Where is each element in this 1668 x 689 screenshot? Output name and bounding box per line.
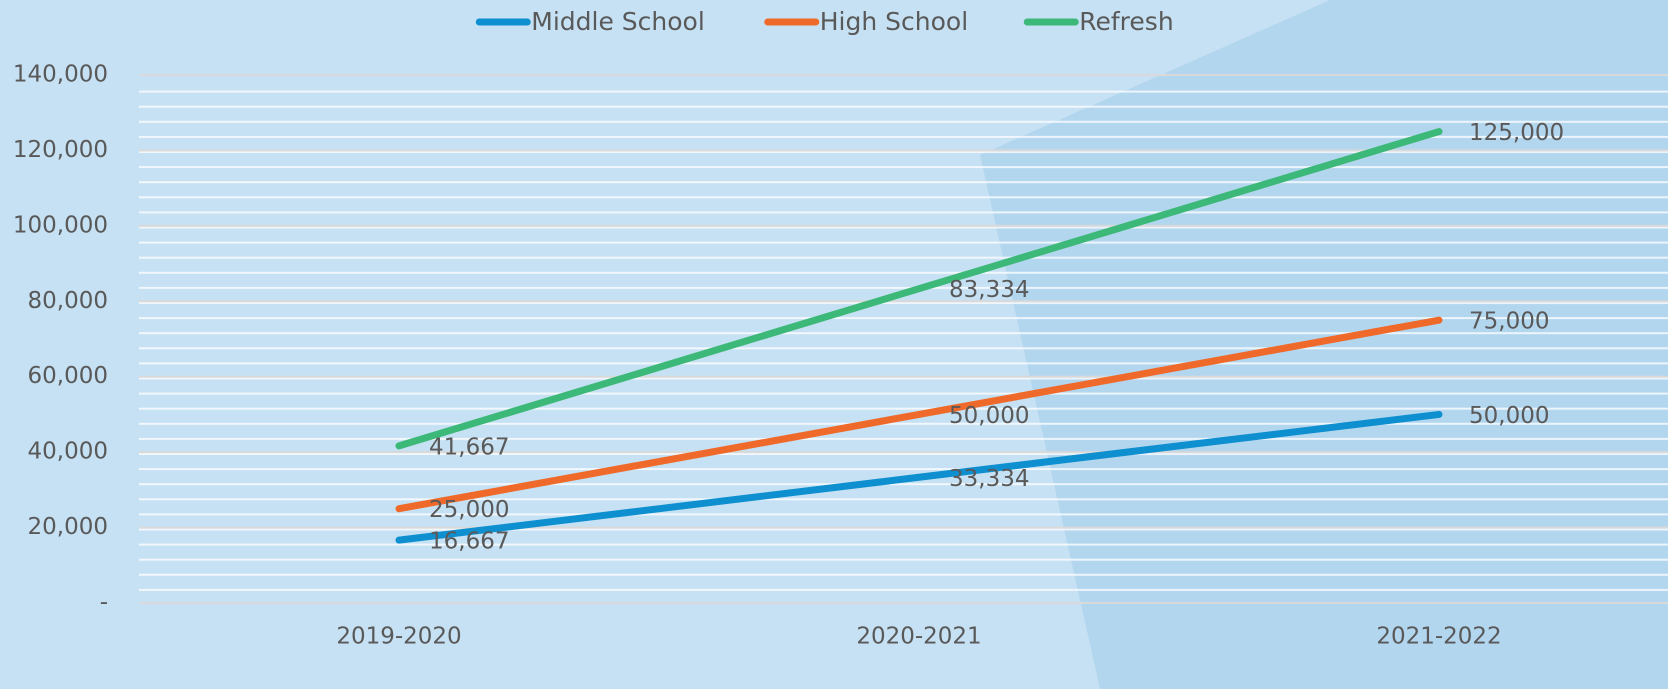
x-tick-label: 2019-2020: [336, 624, 461, 650]
data-label: 50,000: [1469, 403, 1549, 429]
data-label: 50,000: [949, 403, 1029, 429]
y-tick-label: 100,000: [13, 212, 108, 238]
data-label: 83,334: [949, 277, 1029, 303]
y-tick-label: 60,000: [28, 363, 108, 389]
data-label: 25,000: [429, 497, 509, 523]
data-label: 75,000: [1469, 309, 1549, 335]
data-label: 125,000: [1469, 120, 1564, 146]
chart: Middle School High School Refresh - 20,000 4…: [0, 0, 1668, 689]
data-label: 41,667: [429, 434, 509, 460]
y-tick-label: 120,000: [13, 137, 108, 163]
y-tick-label: 20,000: [28, 514, 108, 540]
x-tick-label: 2021-2022: [1376, 624, 1501, 650]
legend-label: Middle School: [531, 7, 705, 36]
legend-label: High School: [820, 7, 968, 36]
background-stripes: [139, 80, 1668, 600]
x-tick-label: 2020-2021: [856, 624, 981, 650]
data-label: 16,667: [429, 529, 509, 555]
legend-label: Refresh: [1079, 7, 1173, 36]
y-tick-label: 40,000: [28, 439, 108, 465]
data-label: 33,334: [949, 466, 1029, 492]
y-tick-label: 80,000: [28, 288, 108, 314]
page: {"chart_data": {"type": "line", "categor…: [0, 0, 1668, 689]
y-tick-label: -: [100, 590, 108, 616]
legend: Middle School High School Refresh: [479, 7, 1173, 36]
y-tick-label: 140,000: [13, 62, 108, 88]
